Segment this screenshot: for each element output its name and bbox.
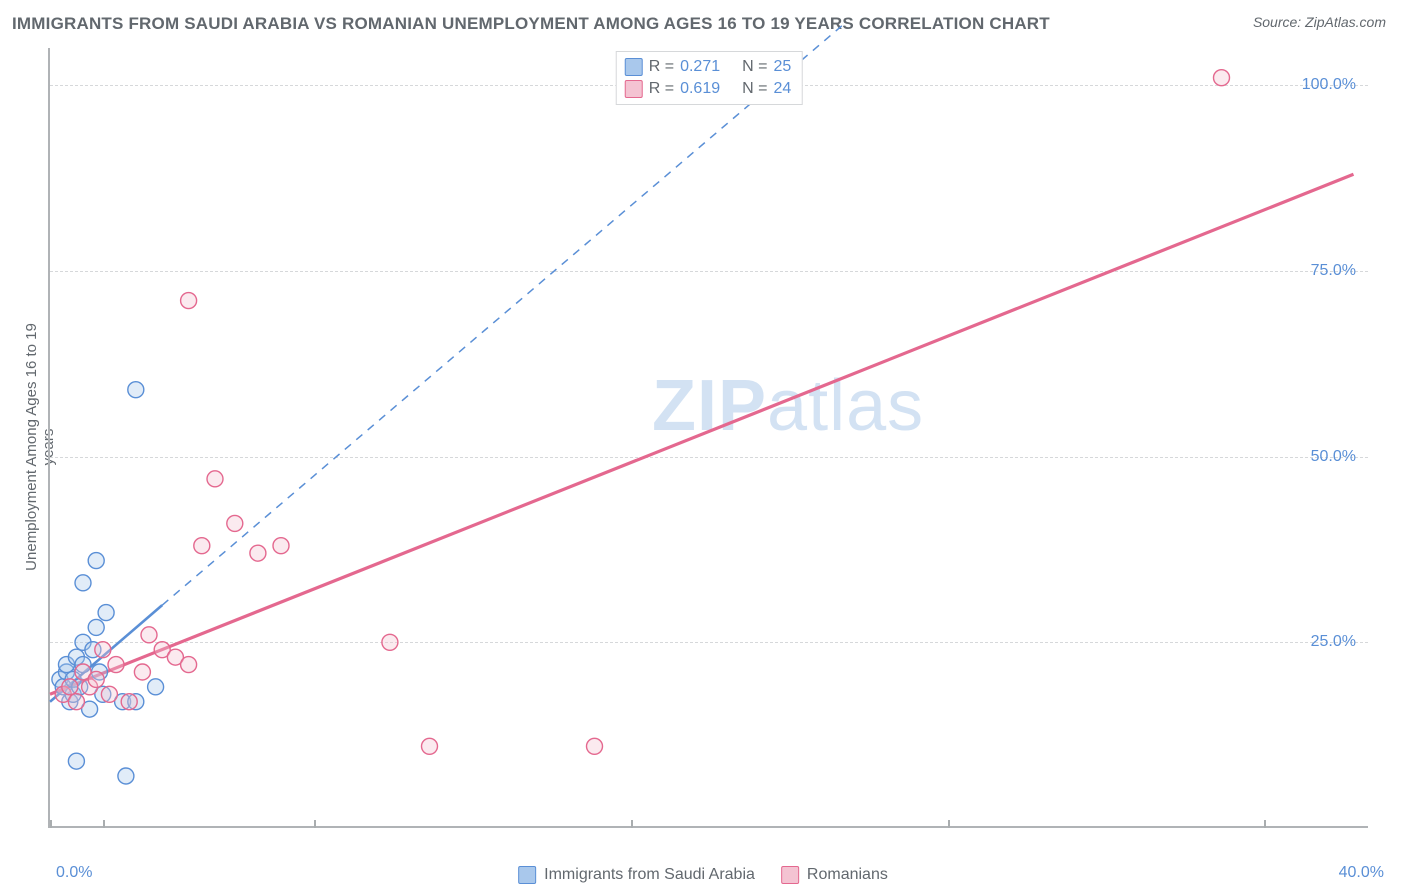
legend-swatch (518, 866, 536, 884)
data-point (75, 575, 91, 591)
legend-n-prefix: N = (742, 78, 767, 100)
trend-line (50, 174, 1354, 694)
legend-series-label: Romanians (807, 866, 888, 884)
data-point (62, 679, 78, 695)
legend-item: Romanians (781, 866, 888, 884)
data-point (128, 382, 144, 398)
data-point (108, 657, 124, 673)
data-point (88, 619, 104, 635)
data-point (181, 293, 197, 309)
legend-row: R = 0.619 N = 24 (625, 78, 792, 100)
legend-r-value: 0.271 (680, 56, 720, 78)
data-point (118, 768, 134, 784)
legend-swatch (625, 80, 643, 98)
data-point (250, 545, 266, 561)
data-point (148, 679, 164, 695)
legend-row: R = 0.271 N = 25 (625, 56, 792, 78)
data-point (382, 634, 398, 650)
trend-line-dashed (162, 26, 842, 605)
data-point (181, 657, 197, 673)
legend-item: Immigrants from Saudi Arabia (518, 866, 755, 884)
x-axis-min-label: 0.0% (56, 864, 92, 882)
legend-swatch (625, 58, 643, 76)
chart-title: IMMIGRANTS FROM SAUDI ARABIA VS ROMANIAN… (12, 14, 1050, 34)
data-point (134, 664, 150, 680)
data-point (68, 753, 84, 769)
legend-r-prefix: R = (649, 78, 674, 100)
chart-svg (50, 48, 1368, 826)
data-point (68, 694, 84, 710)
data-point (98, 605, 114, 621)
legend-r-prefix: R = (649, 56, 674, 78)
data-point (1214, 70, 1230, 86)
data-point (101, 686, 117, 702)
data-point (95, 642, 111, 658)
source-label: Source: ZipAtlas.com (1253, 14, 1386, 30)
legend-swatch (781, 866, 799, 884)
data-point (88, 671, 104, 687)
legend-n-prefix: N = (742, 56, 767, 78)
plot-area: ZIPatlas 25.0%50.0%75.0%100.0% R = 0.271… (48, 48, 1368, 828)
data-point (88, 553, 104, 569)
legend-series-label: Immigrants from Saudi Arabia (544, 866, 755, 884)
legend-n-value: 25 (773, 56, 791, 78)
x-axis-max-label: 40.0% (1339, 864, 1384, 882)
legend-n-value: 24 (773, 78, 791, 100)
legend-series: Immigrants from Saudi Arabia Romanians (518, 866, 888, 884)
data-point (227, 515, 243, 531)
data-point (121, 694, 137, 710)
data-point (273, 538, 289, 554)
data-point (587, 738, 603, 754)
data-point (207, 471, 223, 487)
data-point (422, 738, 438, 754)
data-point (141, 627, 157, 643)
legend-correlation: R = 0.271 N = 25 R = 0.619 N = 24 (616, 51, 803, 105)
legend-r-value: 0.619 (680, 78, 720, 100)
data-point (194, 538, 210, 554)
